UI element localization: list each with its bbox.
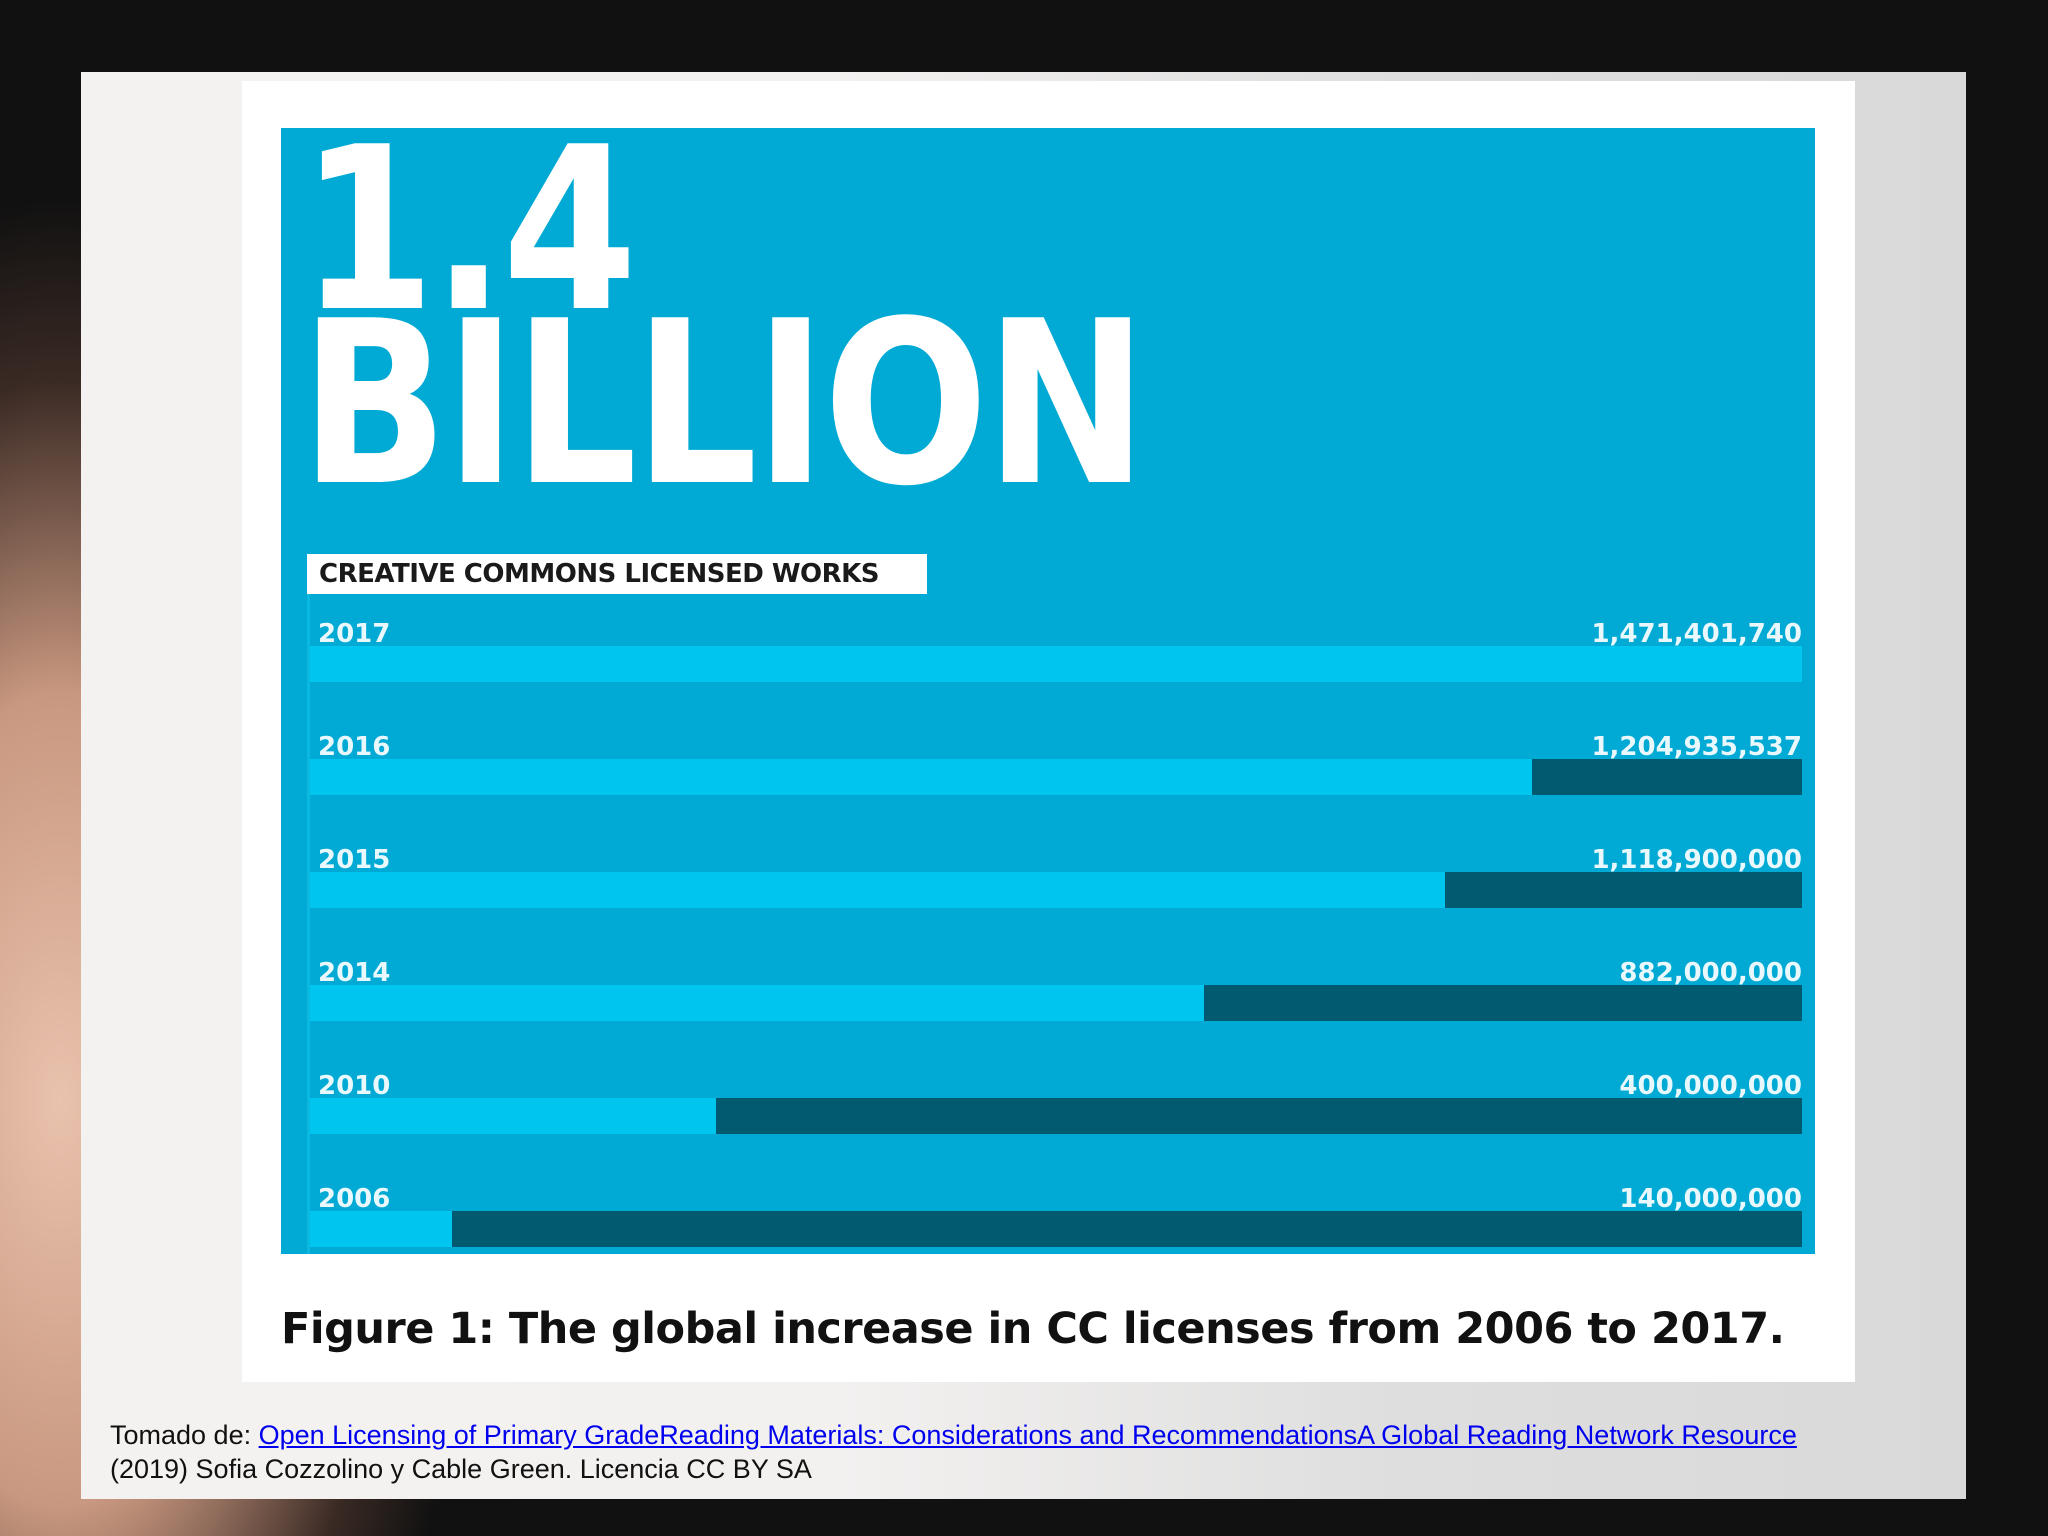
chart-title: CREATIVE COMMONS LICENSED WORKS: [307, 554, 927, 594]
bar-value: [310, 1211, 452, 1247]
chart-axis-line: [307, 594, 310, 1254]
bar-row: 2010 400,000,000: [310, 1061, 1802, 1174]
figure-caption: Figure 1: The global increase in CC lice…: [281, 1304, 1785, 1354]
citation-prefix: Tomado de:: [110, 1420, 259, 1450]
bar-row: 2015 1,118,900,000: [310, 835, 1802, 948]
year-label: 2006: [318, 1184, 391, 1214]
bar-value: [310, 1098, 716, 1134]
year-label: 2017: [318, 619, 391, 649]
year-label: 2015: [318, 845, 391, 875]
headline-number: 1.4: [300, 99, 637, 362]
value-label: 882,000,000: [1619, 958, 1802, 988]
bar-remainder: [452, 1211, 1802, 1247]
headline-unit: BILLION: [300, 273, 1148, 536]
value-label: 400,000,000: [1619, 1071, 1802, 1101]
bar-remainder: [1204, 985, 1802, 1021]
chart-panel: [281, 128, 1815, 1254]
value-label: 1,118,900,000: [1591, 845, 1802, 875]
bar-value: [310, 759, 1532, 795]
citation: Tomado de: Open Licensing of Primary Gra…: [110, 1418, 1797, 1486]
bar-row: 2016 1,204,935,537: [310, 722, 1802, 835]
bar-row: 2006 140,000,000: [310, 1174, 1802, 1287]
bar-row: 2014 882,000,000: [310, 948, 1802, 1061]
year-label: 2010: [318, 1071, 391, 1101]
bar-value: [310, 985, 1204, 1021]
value-label: 1,471,401,740: [1591, 619, 1802, 649]
year-label: 2014: [318, 958, 391, 988]
bar-value: [310, 872, 1445, 908]
bar-remainder: [1532, 759, 1802, 795]
bar-remainder: [1445, 872, 1802, 908]
bar-value: [310, 646, 1802, 682]
bar-row: 2017 1,471,401,740: [310, 609, 1802, 722]
citation-authors: (2019) Sofia Cozzolino y Cable Green. Li…: [110, 1454, 812, 1484]
year-label: 2016: [318, 732, 391, 762]
value-label: 140,000,000: [1619, 1184, 1802, 1214]
value-label: 1,204,935,537: [1591, 732, 1802, 762]
bar-remainder: [716, 1098, 1802, 1134]
citation-link[interactable]: Open Licensing of Primary GradeReading M…: [258, 1420, 1797, 1450]
